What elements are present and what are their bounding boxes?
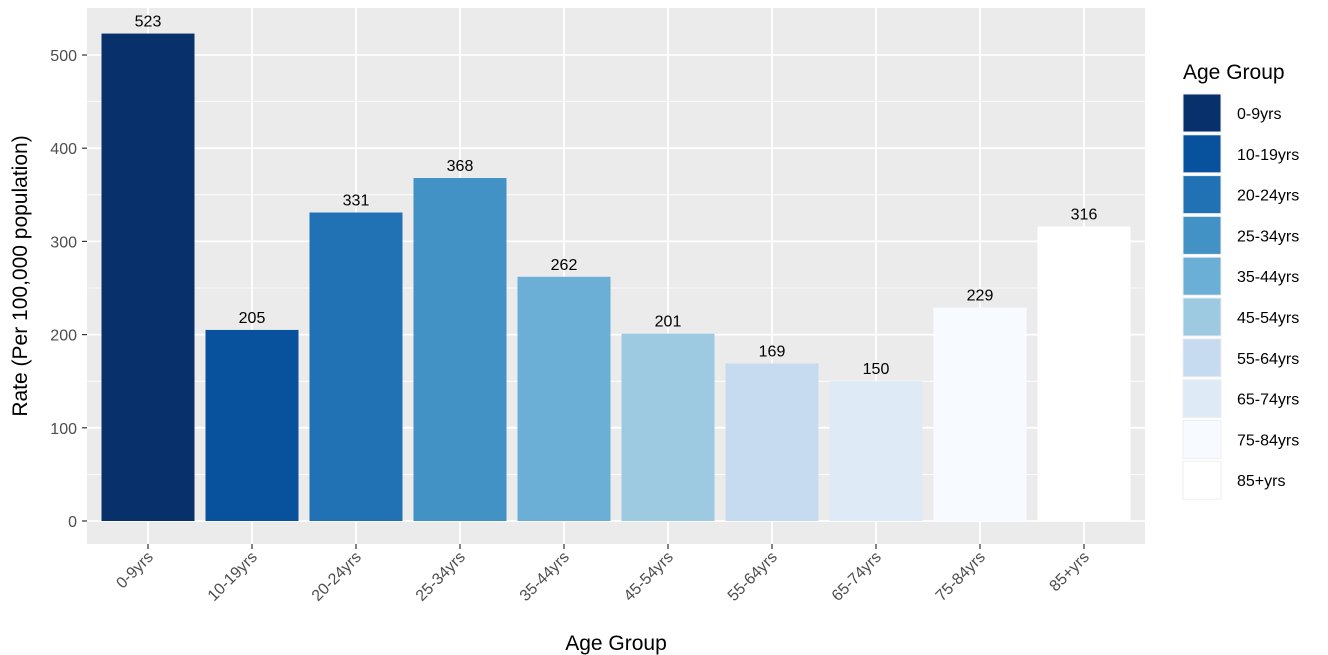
- y-axis-title: Rate (Per 100,000 population): [9, 135, 32, 416]
- bar-55-64yrs: [725, 363, 819, 521]
- bars: [101, 33, 1131, 522]
- legend-swatch: [1182, 460, 1222, 500]
- x-axis: 0-9yrs 10-19yrs 20-24yrs 25-34yrs 35-44yrs 45…: [113, 544, 1093, 605]
- x-tick-label: 20-24yrs: [309, 549, 365, 605]
- x-tick-label: 0-9yrs: [113, 549, 156, 592]
- data-label: 150: [863, 361, 890, 378]
- legend-swatch: [1182, 419, 1222, 459]
- legend-label: 75-84yrs: [1237, 432, 1299, 449]
- data-labels: 523 205 331 368 262 201 169 150 229 316: [135, 14, 1098, 379]
- bar-85+yrs: [1037, 226, 1131, 521]
- legend-swatch: [1182, 379, 1222, 419]
- legend-label: 55-64yrs: [1237, 351, 1299, 368]
- legend-label: 25-34yrs: [1237, 228, 1299, 245]
- legend-swatch: [1182, 297, 1222, 337]
- data-label: 331: [343, 193, 370, 210]
- x-tick-label: 25-34yrs: [413, 549, 469, 605]
- legend-swatch: [1182, 134, 1222, 174]
- data-label: 316: [1071, 206, 1098, 223]
- x-tick-label: 45-54yrs: [621, 549, 677, 605]
- y-tick-label: 300: [50, 234, 77, 251]
- legend: Age Group 0-9yrs 10-19yrs 20-24yrs 25-34yrs…: [1182, 61, 1299, 500]
- data-label: 169: [759, 343, 786, 360]
- legend-label: 0-9yrs: [1237, 106, 1281, 123]
- y-axis: 0 100 200 300 400 500: [50, 48, 87, 531]
- x-axis-title: Age Group: [565, 632, 667, 655]
- data-label: 229: [967, 288, 994, 305]
- data-label: 523: [135, 14, 162, 31]
- bar-75-84yrs: [933, 307, 1027, 521]
- y-tick-label: 400: [50, 141, 77, 158]
- x-tick-label: 65-74yrs: [829, 549, 885, 605]
- bar-10-19yrs: [205, 329, 299, 521]
- legend-swatch: [1182, 175, 1222, 215]
- legend-swatch: [1182, 338, 1222, 378]
- x-tick-label: 35-44yrs: [517, 549, 573, 605]
- legend-label: 35-44yrs: [1237, 269, 1299, 286]
- x-tick-label: 85+yrs: [1047, 549, 1093, 595]
- x-tick-label: 10-19yrs: [205, 549, 261, 605]
- y-tick-label: 200: [50, 328, 77, 345]
- data-label: 205: [239, 310, 266, 327]
- legend-title: Age Group: [1183, 61, 1285, 84]
- legend-label: 65-74yrs: [1237, 392, 1299, 409]
- bar-25-34yrs: [413, 178, 507, 522]
- bar-45-54yrs: [621, 333, 715, 521]
- bar-65-74yrs: [829, 381, 923, 521]
- y-tick-label: 100: [50, 421, 77, 438]
- legend-label: 45-54yrs: [1237, 310, 1299, 327]
- legend-swatch: [1182, 93, 1222, 133]
- legend-label: 10-19yrs: [1237, 147, 1299, 164]
- data-label: 201: [655, 314, 682, 331]
- y-tick-label: 500: [50, 48, 77, 65]
- legend-swatch: [1182, 256, 1222, 296]
- legend-swatch: [1182, 215, 1222, 255]
- legend-label: 85+yrs: [1237, 473, 1285, 490]
- bar-0-9yrs: [101, 33, 195, 522]
- bar-35-44yrs: [517, 276, 611, 521]
- bar-20-24yrs: [309, 212, 403, 521]
- data-label: 368: [447, 158, 474, 175]
- x-tick-label: 75-84yrs: [933, 549, 989, 605]
- x-tick-label: 55-64yrs: [725, 549, 781, 605]
- data-label: 262: [551, 257, 578, 274]
- legend-label: 20-24yrs: [1237, 188, 1299, 205]
- y-tick-label: 0: [68, 514, 77, 531]
